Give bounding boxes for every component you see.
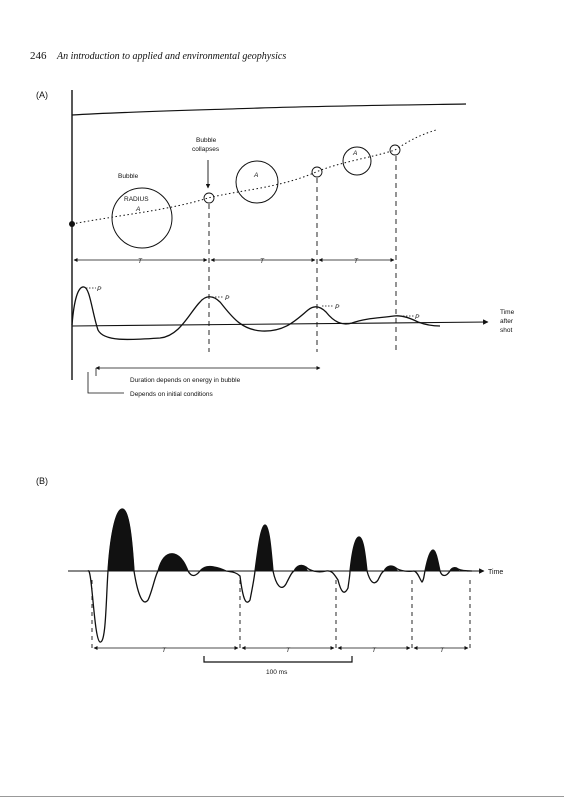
page-number: 246: [30, 50, 47, 62]
bubble-a1: [235, 160, 279, 204]
pressure-waveform: [71, 286, 441, 341]
bubble-large: [111, 187, 173, 249]
panel-a-label: (A): [36, 90, 48, 100]
hydrophone-waveform: [87, 508, 473, 643]
p3-label: P: [415, 314, 420, 321]
scale-label: 100 ms: [266, 669, 288, 676]
time-label-3: shot: [500, 327, 512, 334]
panel-a-diagram: [69, 90, 489, 394]
page-footer-rule: [0, 796, 564, 797]
t2-label: T: [260, 258, 265, 265]
bubble-collapse-3: [389, 144, 401, 156]
time-label-1: Time: [500, 309, 515, 316]
panel-b-time-label: Time: [488, 569, 503, 576]
duration-note: Duration depends on energy in bubble: [130, 377, 241, 384]
bubble-collapse-1: [203, 192, 215, 204]
book-title: An introduction to applied and environme…: [57, 51, 287, 62]
b-t3-label: T: [372, 647, 377, 654]
time-label-2: after: [500, 318, 514, 325]
water-surface: [71, 103, 467, 116]
p1-label: P: [225, 295, 230, 302]
bubble-collapse-2: [311, 166, 323, 178]
lobe-small-2: [200, 566, 226, 571]
initial-bracket: [87, 372, 124, 394]
bubble-a2: [342, 146, 372, 176]
t3-label: T: [354, 258, 359, 265]
page-header: 246 An introduction to applied and envir…: [30, 50, 286, 62]
a2-label: A: [352, 150, 357, 157]
start-dot: [69, 221, 75, 227]
panel-b-diagram: [68, 508, 485, 663]
b-t1-label: T: [162, 647, 167, 654]
b-t2-label: T: [286, 647, 291, 654]
lobe-primary: [107, 508, 135, 572]
p2-label: P: [335, 304, 340, 311]
a1-label: A: [253, 172, 258, 179]
bubble-label: Bubble: [118, 173, 139, 180]
p0-label: P: [97, 286, 102, 293]
collapses-label-1: Bubble: [196, 137, 217, 144]
initial-note: Depends on initial conditions: [130, 391, 213, 398]
radius-symbol: A: [135, 206, 140, 213]
radius-label: RADIUS: [124, 196, 149, 203]
b-t4-label: T: [440, 647, 445, 654]
t1-label: T: [138, 258, 143, 265]
panel-b-label: (B): [36, 476, 48, 486]
collapses-label-2: collapses: [192, 146, 220, 153]
scale-bar: [203, 656, 353, 663]
